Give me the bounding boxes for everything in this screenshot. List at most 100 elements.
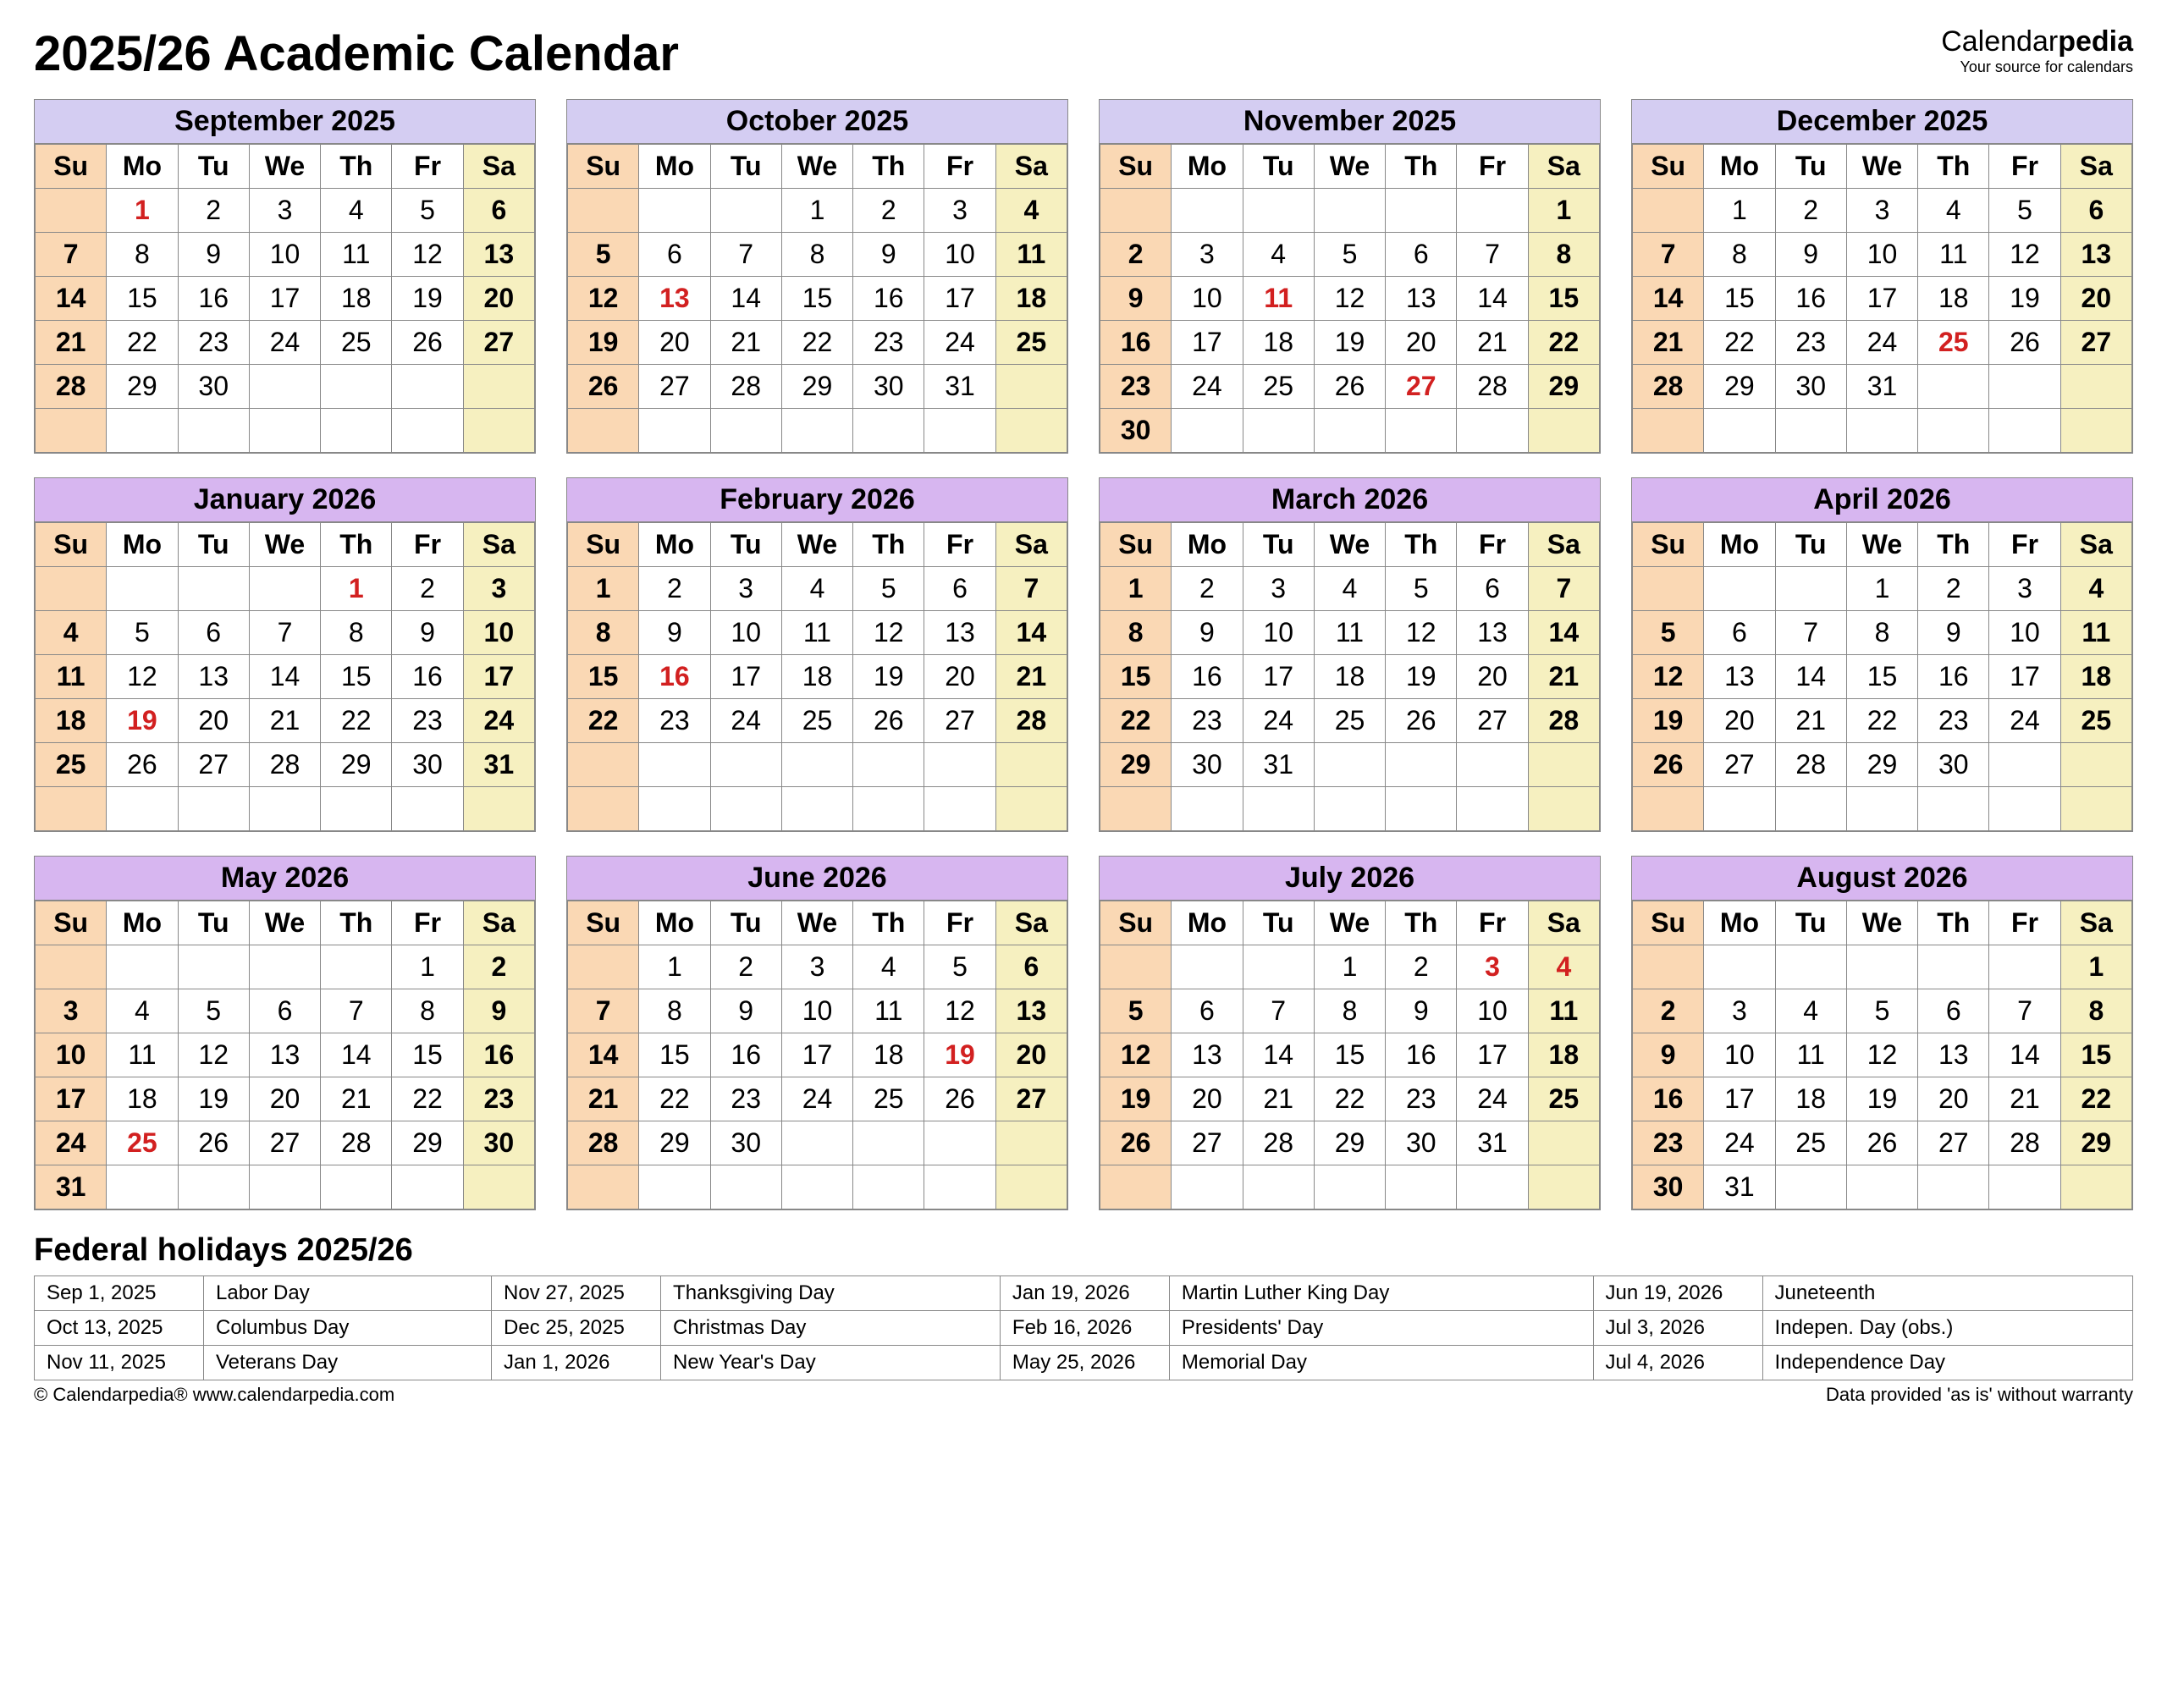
day-cell: 1 <box>1100 567 1172 611</box>
month-title: November 2025 <box>1100 100 1600 144</box>
day-cell: 21 <box>1775 699 1846 743</box>
day-cell <box>321 787 392 831</box>
day-cell <box>853 787 924 831</box>
holiday-name: Presidents' Day <box>1169 1311 1593 1346</box>
day-cell <box>1704 945 1775 989</box>
day-cell: 26 <box>853 699 924 743</box>
day-cell: 18 <box>853 1033 924 1077</box>
day-cell: 7 <box>568 989 639 1033</box>
dow-header: Su <box>36 145 107 189</box>
day-cell: 12 <box>1633 655 1704 699</box>
day-cell: 26 <box>107 743 178 787</box>
day-cell: 14 <box>710 277 781 321</box>
day-cell <box>995 365 1067 409</box>
day-cell: 15 <box>392 1033 463 1077</box>
month-block: December 2025SuMoTuWeThFrSa 123456789101… <box>1631 99 2133 454</box>
dow-header: Mo <box>107 901 178 945</box>
day-cell: 6 <box>1704 611 1775 655</box>
dow-header: Th <box>321 901 392 945</box>
day-cell: 24 <box>36 1121 107 1165</box>
day-cell: 28 <box>1633 365 1704 409</box>
dow-header: Su <box>568 145 639 189</box>
day-cell: 5 <box>1846 989 1917 1033</box>
day-cell: 27 <box>924 699 995 743</box>
day-cell <box>568 1165 639 1209</box>
day-cell <box>1633 787 1704 831</box>
day-cell: 11 <box>995 233 1067 277</box>
dow-header: Su <box>1100 901 1172 945</box>
day-cell: 11 <box>2060 611 2131 655</box>
day-cell: 7 <box>1633 233 1704 277</box>
day-cell: 22 <box>392 1077 463 1121</box>
day-cell: 17 <box>249 277 320 321</box>
day-cell: 28 <box>1989 1121 2060 1165</box>
day-cell: 17 <box>1243 655 1314 699</box>
day-cell: 14 <box>249 655 320 699</box>
dow-header: We <box>781 145 852 189</box>
dow-header: Tu <box>1775 145 1846 189</box>
day-cell: 6 <box>639 233 710 277</box>
day-cell <box>249 365 320 409</box>
day-cell: 7 <box>710 233 781 277</box>
day-cell <box>2060 409 2131 453</box>
dow-header: Tu <box>1775 523 1846 567</box>
dow-header: Mo <box>107 523 178 567</box>
day-cell <box>178 567 249 611</box>
day-cell <box>1243 787 1314 831</box>
dow-header: Su <box>1633 145 1704 189</box>
day-cell: 22 <box>107 321 178 365</box>
day-cell: 30 <box>1633 1165 1704 1209</box>
day-cell: 28 <box>710 365 781 409</box>
day-cell: 25 <box>1775 1121 1846 1165</box>
day-cell <box>1386 1165 1457 1209</box>
day-cell: 24 <box>1243 699 1314 743</box>
day-cell: 24 <box>1172 365 1243 409</box>
day-cell: 31 <box>1457 1121 1528 1165</box>
day-cell: 2 <box>1775 189 1846 233</box>
day-cell: 17 <box>710 655 781 699</box>
day-cell: 29 <box>1704 365 1775 409</box>
day-cell: 13 <box>1918 1033 1989 1077</box>
month-title: September 2025 <box>35 100 535 144</box>
day-cell <box>639 189 710 233</box>
day-cell: 2 <box>853 189 924 233</box>
day-cell: 18 <box>2060 655 2131 699</box>
day-cell: 1 <box>107 189 178 233</box>
day-cell: 29 <box>781 365 852 409</box>
day-cell: 18 <box>1314 655 1385 699</box>
day-cell: 3 <box>1457 945 1528 989</box>
day-cell: 27 <box>1704 743 1775 787</box>
day-cell <box>781 1165 852 1209</box>
day-cell: 11 <box>1243 277 1314 321</box>
day-cell <box>853 743 924 787</box>
day-cell: 23 <box>853 321 924 365</box>
day-cell: 23 <box>1172 699 1243 743</box>
day-cell: 4 <box>1314 567 1385 611</box>
month-table: SuMoTuWeThFrSa12345678910111213141516171… <box>1100 522 1600 831</box>
day-cell <box>321 1165 392 1209</box>
dow-header: Mo <box>639 145 710 189</box>
day-cell <box>1775 787 1846 831</box>
day-cell: 12 <box>392 233 463 277</box>
day-cell <box>463 409 534 453</box>
day-cell <box>1314 409 1385 453</box>
day-cell: 6 <box>2060 189 2131 233</box>
day-cell: 23 <box>710 1077 781 1121</box>
day-cell <box>1989 365 2060 409</box>
day-cell: 14 <box>568 1033 639 1077</box>
day-cell: 26 <box>1633 743 1704 787</box>
holiday-date: Nov 11, 2025 <box>35 1346 204 1380</box>
day-cell: 23 <box>392 699 463 743</box>
day-cell: 3 <box>1989 567 2060 611</box>
day-cell: 26 <box>1100 1121 1172 1165</box>
dow-header: We <box>1846 901 1917 945</box>
day-cell: 16 <box>1100 321 1172 365</box>
day-cell: 8 <box>1100 611 1172 655</box>
day-cell: 10 <box>781 989 852 1033</box>
day-cell: 6 <box>249 989 320 1033</box>
day-cell: 9 <box>1918 611 1989 655</box>
day-cell: 12 <box>1846 1033 1917 1077</box>
day-cell: 16 <box>1775 277 1846 321</box>
dow-header: Th <box>853 901 924 945</box>
day-cell: 18 <box>1243 321 1314 365</box>
